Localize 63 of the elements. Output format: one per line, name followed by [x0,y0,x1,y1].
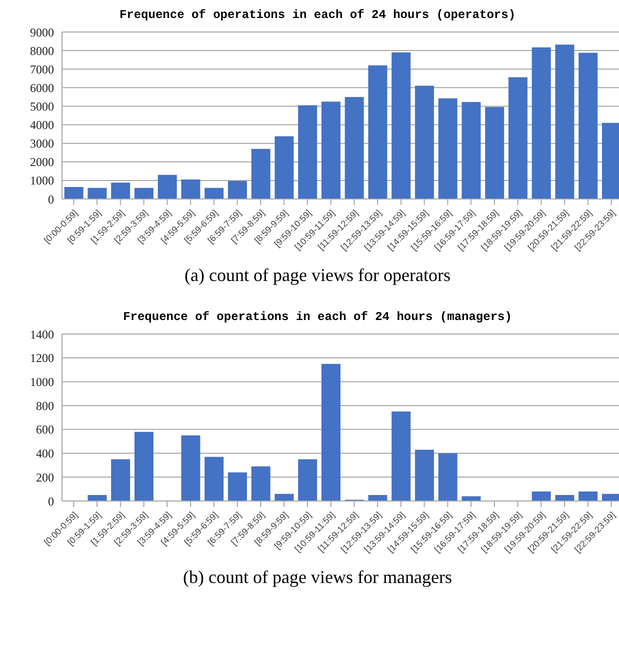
bar [578,52,598,199]
bar [158,174,177,199]
bar [134,432,154,501]
y-tick-label: 6000 [30,80,54,95]
bar [274,136,294,199]
bar [368,65,388,199]
y-tick-label: 1400 [30,327,54,342]
y-tick-label: 2000 [30,155,54,170]
y-tick-label: 600 [36,422,54,437]
y-tick-label: 800 [36,398,54,413]
bar [578,491,598,501]
y-tick-label: 0 [48,494,54,508]
bar [204,456,224,501]
bar [532,47,551,199]
y-tick-label: 4000 [30,118,54,132]
bar [251,148,270,199]
bar [298,105,318,199]
bar [88,495,107,501]
bar [274,494,294,501]
bar [251,466,270,501]
bar [228,472,247,501]
bar [204,188,224,199]
chart-title: Frequence of operations in each of 24 hours (managers) [122,310,513,326]
bar [438,453,458,501]
bar [368,495,388,501]
bar [555,44,574,199]
bar [228,181,247,199]
bar [64,186,84,199]
bar [321,364,340,501]
bar [462,496,481,501]
y-tick-label: 1000 [30,374,54,389]
bar [438,98,458,199]
bar [462,102,481,199]
bar [111,182,130,199]
bar [181,435,200,501]
bar [555,495,574,501]
y-tick-label: 9000 [30,25,54,40]
bar [88,188,107,199]
bar [321,102,340,199]
y-tick-label: 400 [36,446,54,461]
bar [508,77,528,199]
y-tick-label: 1000 [30,174,54,188]
y-tick-label: 200 [36,470,54,484]
bar [134,188,154,199]
y-tick-label: 3000 [30,136,54,151]
bar [414,86,434,199]
chart-title: Frequence of operations in each of 24 hours (operators) [118,8,517,24]
y-tick-label: 7000 [30,62,54,76]
bar [392,412,411,501]
y-tick-label: 1200 [30,351,54,366]
bar [298,459,318,501]
bar [485,106,504,199]
bar [392,52,411,199]
text: (a) count of page views for operators [184,265,452,286]
bar [532,491,551,501]
text: (b) count of page views for managers [182,567,453,588]
y-tick-label: 8000 [30,44,54,58]
y-tick-label: 5000 [30,99,54,114]
bar [111,459,130,501]
bar [414,450,434,501]
bar [181,180,200,199]
y-tick-label: 0 [48,192,54,206]
bar [344,96,364,199]
